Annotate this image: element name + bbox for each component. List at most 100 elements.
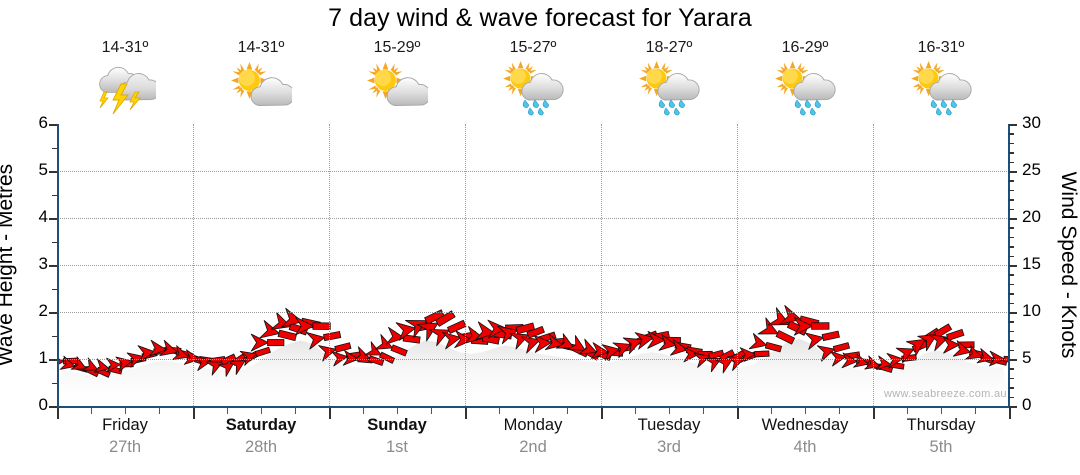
right-axis-tick-label: 10 — [1022, 301, 1041, 320]
temperature-range: 14-31º — [101, 39, 149, 56]
left-tick-major — [49, 406, 57, 408]
day-date: 1st — [385, 438, 408, 456]
sun-cloud-rain-icon — [910, 60, 972, 118]
forecast-plot-area — [57, 124, 1009, 406]
left-tick-major — [49, 265, 57, 267]
right-tick-minor — [1009, 330, 1014, 333]
sun-cloud-rain-icon — [638, 60, 700, 118]
left-axis-tick-label: 2 — [38, 301, 48, 320]
gridline-day-separator — [601, 124, 602, 406]
right-tick-minor — [1009, 227, 1014, 229]
x-tick-minor — [771, 408, 772, 414]
left-tick-minor — [52, 382, 57, 384]
page-title: 7 day wind & wave forecast for Yarara — [328, 4, 752, 32]
x-tick-minor — [907, 408, 908, 414]
wind-arrow-series — [57, 304, 1009, 378]
left-axis-tick-label: 4 — [38, 207, 48, 226]
day-header-tuesday: 18-27º — [601, 38, 737, 123]
day-header-thursday: 16-31º — [873, 38, 1009, 123]
left-axis-title: Wave Height - Metres — [0, 163, 17, 367]
x-tick-minor — [941, 408, 942, 414]
sun-cloud-icon — [230, 60, 292, 118]
temperature-range: 14-31º — [237, 39, 285, 56]
temperature-range: 16-31º — [917, 39, 965, 56]
day-label-tuesday: Tuesday 3rd — [601, 414, 737, 472]
x-tick-minor — [397, 408, 398, 414]
right-tick-minor — [1009, 161, 1014, 164]
right-tick-minor — [1009, 236, 1014, 239]
left-tick-major — [49, 124, 57, 126]
gridline-horizontal — [57, 218, 1009, 219]
right-tick-minor — [1009, 246, 1014, 248]
day-label-wednesday: Wednesday 4th — [737, 414, 873, 472]
right-tick-major — [1009, 406, 1017, 408]
x-tick-minor — [91, 408, 92, 414]
gridline-day-separator — [737, 124, 738, 406]
right-tick-minor — [1009, 199, 1014, 201]
right-tick-minor — [1009, 293, 1014, 295]
gridline-horizontal — [57, 312, 1009, 313]
gridline-day-separator — [873, 124, 874, 406]
x-tick-minor — [499, 408, 500, 414]
x-tick-major — [329, 408, 331, 419]
sun-cloud-icon — [366, 60, 428, 118]
right-axis-line — [1008, 124, 1010, 407]
x-tick-minor — [533, 408, 534, 414]
left-tick-minor — [52, 194, 57, 196]
x-tick-minor — [975, 408, 976, 414]
day-name: Saturday — [225, 416, 297, 434]
day-date: 28th — [244, 438, 278, 456]
x-tick-minor — [703, 408, 704, 414]
left-tick-major — [49, 218, 57, 220]
x-tick-minor — [159, 408, 160, 414]
gridline-day-separator — [329, 124, 330, 406]
right-tick-minor — [1009, 377, 1014, 380]
x-tick-major — [465, 408, 467, 419]
left-axis-tick-label: 1 — [38, 348, 48, 367]
left-axis-tick-label: 5 — [38, 160, 48, 179]
x-tick-minor — [125, 408, 126, 414]
right-axis-tick-label: 25 — [1022, 160, 1041, 179]
day-header-friday: 14-31º — [57, 38, 193, 123]
x-tick-minor — [431, 408, 432, 414]
watermark: www.seabreeze.com.au — [884, 388, 1007, 400]
left-tick-minor — [52, 241, 57, 243]
right-tick-minor — [1009, 255, 1014, 258]
right-tick-minor — [1009, 274, 1014, 276]
x-tick-minor — [261, 408, 262, 414]
x-tick-minor — [363, 408, 364, 414]
right-tick-minor — [1009, 302, 1014, 305]
right-tick-major — [1009, 312, 1017, 314]
right-axis-tick-label: 15 — [1022, 254, 1041, 273]
right-tick-major — [1009, 359, 1017, 361]
right-tick-minor — [1009, 349, 1014, 352]
right-tick-major — [1009, 124, 1017, 126]
left-tick-minor — [52, 335, 57, 337]
right-tick-minor — [1009, 208, 1014, 211]
right-tick-minor — [1009, 387, 1014, 389]
right-tick-major — [1009, 265, 1017, 267]
day-label-friday: Friday 27th — [57, 414, 193, 472]
day-date: 5th — [929, 438, 953, 456]
day-label-monday: Monday 2nd — [465, 414, 601, 472]
day-name: Tuesday — [637, 416, 701, 434]
x-tick-minor — [669, 408, 670, 414]
day-name: Monday — [503, 416, 563, 434]
left-tick-major — [49, 312, 57, 314]
right-axis-tick-label: 0 — [1022, 395, 1032, 414]
day-name: Sunday — [367, 416, 427, 434]
right-tick-minor — [1009, 189, 1014, 192]
day-header-monday: 15-27º — [465, 38, 601, 123]
x-tick-major — [873, 408, 875, 419]
right-tick-minor — [1009, 142, 1014, 145]
right-tick-minor — [1009, 368, 1014, 370]
x-tick-major — [601, 408, 603, 419]
left-tick-major — [49, 171, 57, 173]
right-axis-title: Wind Speed - Knots — [1057, 171, 1080, 359]
gridline-horizontal — [57, 265, 1009, 266]
left-axis-tick-label: 0 — [38, 395, 48, 414]
right-tick-minor — [1009, 340, 1014, 342]
day-date: 3rd — [657, 438, 681, 456]
right-tick-minor — [1009, 396, 1014, 399]
right-tick-minor — [1009, 180, 1014, 182]
